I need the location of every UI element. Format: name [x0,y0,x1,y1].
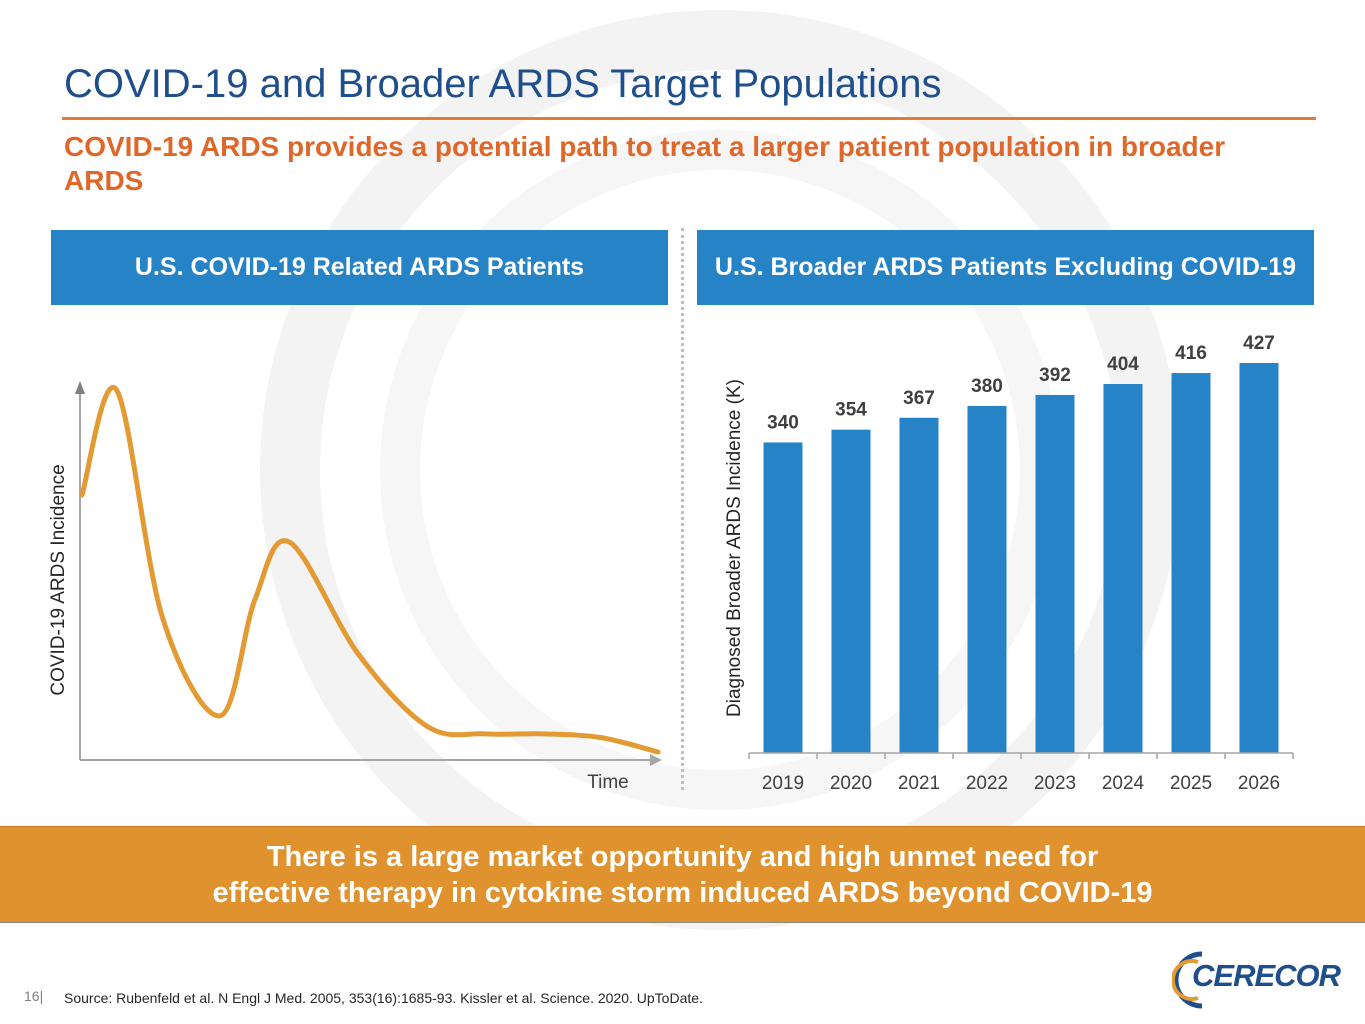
y-axis-label: COVID-19 ARDS Incidence [48,464,69,695]
x-tick-label: 2026 [1238,773,1280,794]
covid-curve [79,384,661,755]
x-tick-label: 2024 [1102,773,1145,794]
x-tick-label: 2021 [898,773,940,794]
bar-value-label: 367 [903,388,935,409]
bar-2021 [899,417,939,753]
logo-wordmark: CERECOR [1192,958,1341,993]
bar-2020 [831,429,871,753]
bar-value-label: 427 [1243,333,1275,354]
bar-value-label: 354 [835,400,867,421]
right-panel-header: U.S. Broader ARDS Patients Excluding COV… [697,230,1314,305]
x-tick-label: 2023 [1034,773,1076,794]
x-tick-label: 2022 [966,773,1008,794]
cerecor-logo-icon [1172,951,1203,1009]
bar-value-label: 416 [1175,343,1207,364]
x-tick-label: 2020 [830,773,872,794]
bar-value-label: 380 [971,376,1003,397]
bar-2025 [1171,373,1211,753]
bar-value-label: 340 [767,412,799,433]
x-axis-arrow [650,754,662,766]
banner-line-2: effective therapy in cytokine storm indu… [212,876,1153,909]
panel-divider [681,228,684,790]
x-tick-label: 2025 [1170,773,1212,794]
bar-value-label: 392 [1039,365,1071,386]
bar-2024 [1103,384,1143,753]
bar-2023 [1035,394,1075,753]
bar-2026 [1239,363,1279,753]
y-axis-arrow [75,381,85,394]
banner-line-1: There is a large market opportunity and … [266,840,1099,873]
key-message-banner: There is a large market opportunity and … [0,826,1365,923]
title-divider [62,117,1316,120]
slide-subtitle: COVID-19 ARDS provides a potential path … [64,131,1226,196]
bar-group: 340 354 367 380 392 404 416 427 [763,333,1279,753]
bar-value-label: 404 [1107,354,1139,375]
x-tick-group: 2019 2020 2021 2022 2023 2024 2025 2026 [748,753,1294,794]
bar-2022 [967,405,1007,753]
source-citation: Source: Rubenfeld et al. N Engl J Med. 2… [64,990,703,1006]
page-number: 16| [24,988,44,1004]
bar-2019 [763,442,803,753]
slide-title: COVID-19 and Broader ARDS Target Populat… [64,62,942,106]
y-axis-label: Diagnosed Broader ARDS Incidence (K) [724,379,745,717]
x-tick-label: 2019 [762,773,804,794]
x-axis-label: Time [587,772,629,793]
left-panel-header: U.S. COVID-19 Related ARDS Patients [51,230,668,305]
